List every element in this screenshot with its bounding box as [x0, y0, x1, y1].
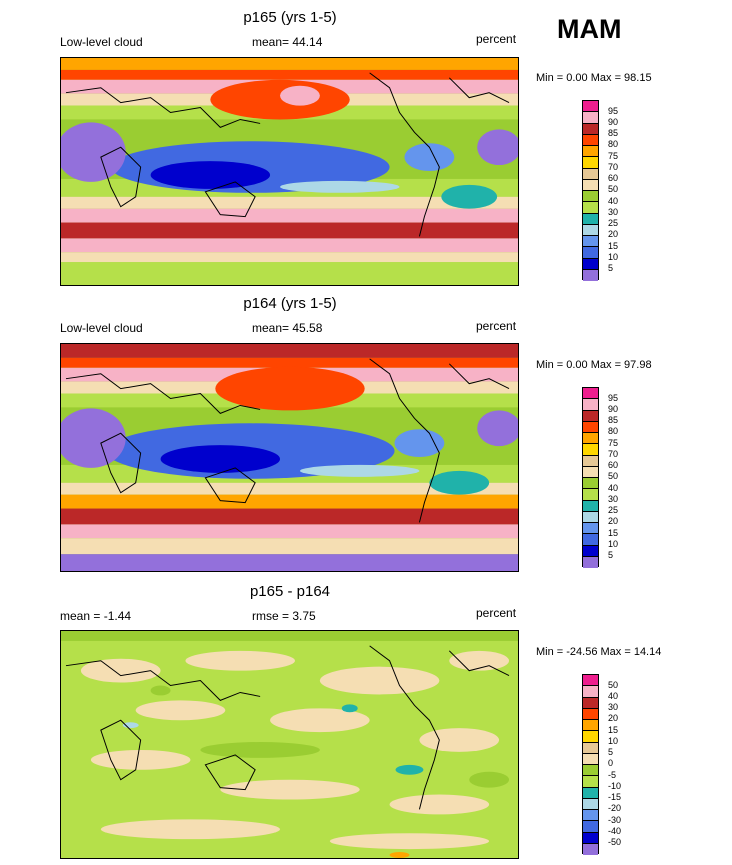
colorbar-tick-label: 85: [608, 128, 619, 138]
colorbar-tick-label: -15: [608, 792, 622, 802]
colorbar-tick-label: 0: [608, 758, 614, 768]
panel1-title: p165 (yrs 1-5): [243, 9, 337, 26]
colorbar-tick-label: 80: [608, 139, 619, 149]
colorbar-tick-label: 15: [608, 241, 619, 251]
panel2-variable-label: Low-level cloud: [60, 321, 143, 335]
colorbar-tick-label: -40: [608, 826, 622, 836]
colorbar-tick-label: 40: [608, 483, 619, 493]
colorbar-tick-label: 25: [608, 505, 619, 515]
colorbar-tick-label: 30: [608, 494, 619, 504]
colorbar-tick-label: 15: [608, 528, 619, 538]
colorbar-tick-label: 5: [608, 263, 614, 273]
season-title: MAM: [557, 14, 622, 44]
colorbar-tick-label: 85: [608, 415, 619, 425]
colorbar-tick-label: 25: [608, 218, 619, 228]
colorbar-tick-label: 70: [608, 449, 619, 459]
colorbar-tick-label: 95: [608, 106, 619, 116]
colorbar-tick-label: 5: [608, 747, 614, 757]
colorbar-tick-label: 20: [608, 516, 619, 526]
colorbar-tick-label: 40: [608, 691, 619, 701]
panel3-mean-label: mean = -1.44: [60, 609, 132, 623]
colorbar-tick-label: 5: [608, 550, 614, 560]
colorbar-tick-label: 20: [608, 713, 619, 723]
colorbar-tick-label: 50: [608, 471, 619, 481]
panel2-minmax: Min = 0.00 Max = 97.98: [536, 359, 652, 371]
colorbar-tick-label: -5: [608, 770, 617, 780]
colorbar-tick-label: 60: [608, 173, 619, 183]
colorbar-tick-label: 30: [608, 702, 619, 712]
colorbar-tick-label: 10: [608, 736, 619, 746]
colorbar-tick-label: 60: [608, 460, 619, 470]
panel1-variable-label: Low-level cloud: [60, 35, 143, 49]
colorbar-tick-label: 15: [608, 725, 619, 735]
panel2-title: p164 (yrs 1-5): [243, 295, 337, 312]
panel3-colorbar: [582, 674, 599, 855]
panel3-map: [60, 630, 519, 859]
panel3-units-label: percent: [476, 606, 517, 620]
colorbar-tick-label: 10: [608, 539, 619, 549]
colorbar-tick-label: 20: [608, 229, 619, 239]
colorbar-tick-label: 70: [608, 162, 619, 172]
colorbar-tick-label: 95: [608, 393, 619, 403]
panel1-mean-label: mean= 44.14: [252, 35, 323, 49]
panel2-mean-label: mean= 45.58: [252, 321, 323, 335]
panel3-minmax: Min = -24.56 Max = 14.14: [536, 646, 662, 658]
colorbar-tick-label: -20: [608, 803, 622, 813]
colorbar-tick-label: -50: [608, 837, 622, 847]
panel3-rmse-label: rmse = 3.75: [252, 609, 316, 623]
colorbar-tick-label: -10: [608, 781, 622, 791]
panel2-units-label: percent: [476, 319, 517, 333]
colorbar-tick-label: 90: [608, 117, 619, 127]
colorbar-tick-label: 50: [608, 680, 619, 690]
panel1-minmax: Min = 0.00 Max = 98.15: [536, 72, 652, 84]
panel2-colorbar: [582, 387, 599, 568]
panel2-map: [60, 343, 519, 572]
colorbar-tick-label: -30: [608, 815, 622, 825]
panel3-title: p165 - p164: [249, 583, 331, 600]
colorbar-tick-label: 30: [608, 207, 619, 217]
colorbar-tick-label: 40: [608, 196, 619, 206]
colorbar-tick-label: 75: [608, 151, 619, 161]
colorbar-tick-label: 50: [608, 184, 619, 194]
colorbar-tick-label: 80: [608, 426, 619, 436]
panel1-units-label: percent: [476, 32, 517, 46]
panel1-map: [60, 57, 519, 286]
colorbar-tick-label: 75: [608, 438, 619, 448]
colorbar-tick-label: 90: [608, 404, 619, 414]
colorbar-tick-label: 10: [608, 252, 619, 262]
panel1-colorbar: [582, 100, 599, 281]
